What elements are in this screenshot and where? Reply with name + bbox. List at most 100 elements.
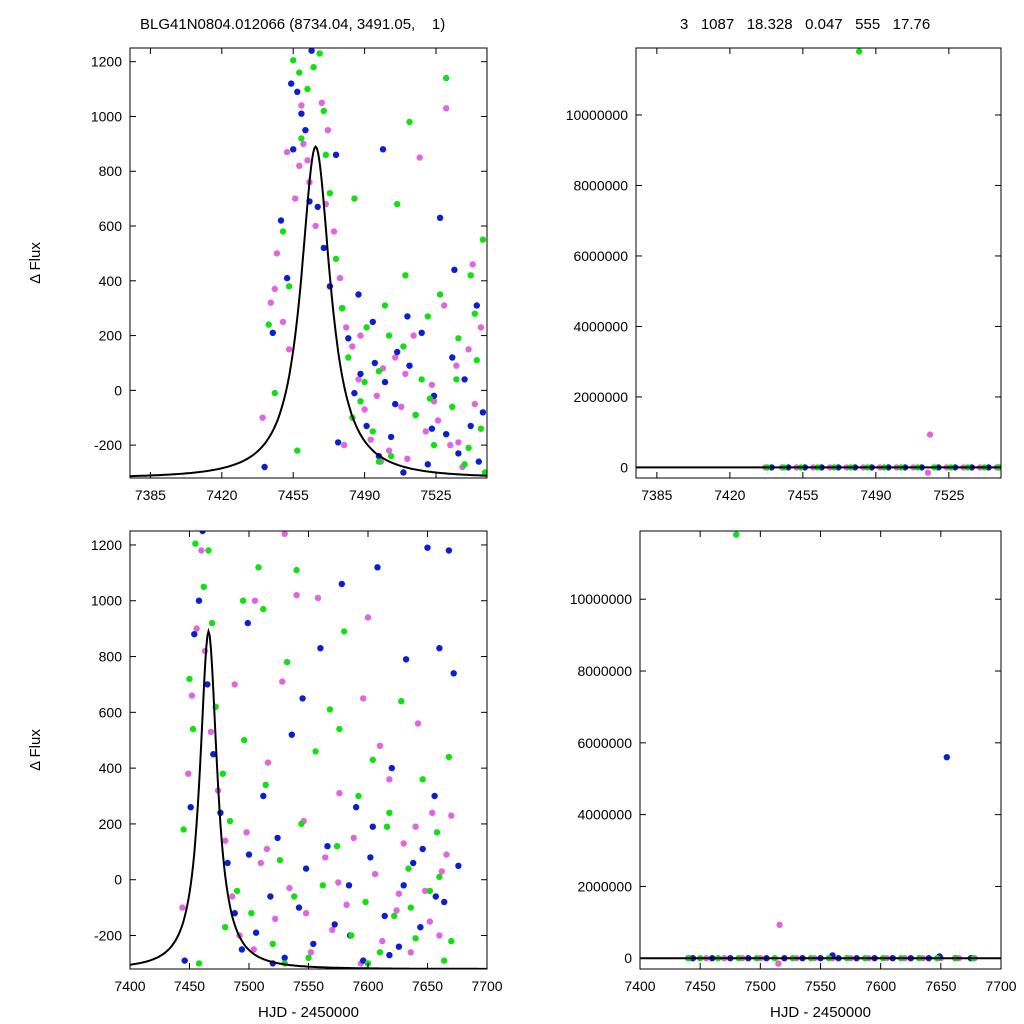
y-tick-label: 1200 — [91, 537, 122, 553]
data-point — [319, 882, 326, 889]
data-point — [322, 151, 329, 158]
y-tick-label: 200 — [99, 816, 123, 832]
y-tick-label: 1000 — [91, 593, 122, 609]
data-point — [379, 146, 387, 153]
data-point — [255, 564, 262, 571]
data-point — [412, 823, 419, 830]
y-tick-label: 4000000 — [573, 318, 628, 334]
data-point — [298, 135, 305, 142]
data-point — [448, 937, 455, 945]
data-point — [312, 748, 319, 755]
data-point — [394, 348, 401, 356]
data-point — [369, 428, 376, 435]
data-point — [208, 619, 216, 627]
data-point — [326, 706, 334, 713]
data-point — [418, 376, 425, 383]
data-point — [269, 329, 276, 336]
data-point — [329, 926, 336, 934]
data-point — [320, 244, 327, 252]
data-point — [314, 203, 321, 211]
data-point — [432, 893, 439, 900]
x-tick-label: 7385 — [135, 487, 166, 503]
y-tick-label: 10000000 — [566, 107, 629, 123]
y-tick-label: 800 — [99, 163, 123, 179]
data-point — [333, 843, 341, 850]
data-point — [330, 228, 338, 235]
data-point — [269, 940, 276, 948]
data-point — [349, 343, 356, 350]
data-point — [296, 69, 303, 76]
x-tick-label: 7385 — [641, 487, 672, 503]
data-point — [379, 937, 386, 945]
data-point — [455, 450, 462, 457]
data-point — [195, 597, 203, 604]
data-point — [204, 681, 211, 688]
data-point — [448, 812, 455, 819]
panel-bottom-right: 7400 7450 7500 7550 7600 7650 7700 0 2000000 4000… — [570, 530, 1017, 1021]
data-point — [410, 332, 417, 339]
data-point — [447, 441, 454, 449]
data-point — [310, 940, 317, 948]
data-point — [298, 102, 305, 109]
data-point — [292, 195, 299, 202]
x-tick-label: 7700 — [985, 978, 1016, 994]
x-tick-label: 7400 — [624, 978, 655, 994]
data-point — [443, 851, 450, 858]
y-tick-label: 0 — [624, 950, 632, 966]
data-point — [298, 820, 305, 828]
data-point — [406, 118, 413, 126]
data-point — [407, 949, 414, 956]
data-point — [239, 597, 247, 604]
data-point — [200, 583, 207, 590]
data-point — [339, 305, 346, 312]
data-point — [434, 417, 442, 424]
data-point — [395, 890, 403, 897]
x-tick-label: 7525 — [420, 487, 451, 503]
data-point — [376, 949, 384, 956]
data-point — [302, 127, 309, 134]
data-point — [335, 879, 342, 886]
data-point — [400, 882, 407, 889]
data-point — [449, 403, 456, 410]
data-point — [274, 834, 281, 842]
data-point — [381, 912, 388, 920]
y-tick-label: 600 — [99, 704, 123, 720]
x-tick-label: 7650 — [412, 978, 443, 994]
data-point — [469, 261, 476, 268]
y-tick-label: 1000 — [91, 108, 122, 124]
x-tick-label: 7500 — [233, 978, 264, 994]
data-point — [305, 954, 312, 961]
data-point — [326, 190, 334, 197]
data-point — [465, 346, 472, 353]
data-point — [304, 85, 311, 93]
panel-bottom-left: 7400 7450 7500 7550 7600 7650 7700 -200 0 200 400 6… — [27, 530, 503, 1021]
x-tick-label: 7400 — [114, 978, 145, 994]
y-tick-label: 0 — [114, 872, 122, 888]
data-point — [296, 162, 303, 169]
data-point — [400, 469, 407, 476]
data-point — [186, 675, 193, 683]
data-point — [455, 439, 462, 446]
data-point — [419, 845, 426, 853]
data-point — [455, 862, 462, 869]
data-point — [252, 929, 260, 936]
data-point — [400, 840, 407, 847]
data-point — [248, 910, 255, 917]
data-point — [260, 605, 267, 613]
data-point — [343, 901, 350, 908]
data-point — [445, 753, 453, 761]
data-point — [473, 302, 480, 309]
y-tick-label: 2000000 — [573, 389, 628, 405]
data-point — [350, 834, 357, 842]
data-point — [369, 823, 376, 830]
data-point — [299, 695, 306, 702]
data-point — [426, 918, 434, 925]
data-point — [185, 770, 192, 777]
x-tick-label: 7650 — [925, 978, 956, 994]
data-point — [331, 921, 338, 928]
data-point — [386, 776, 393, 783]
data-point — [424, 544, 431, 551]
data-point — [290, 57, 297, 64]
data-point — [387, 452, 395, 460]
data-point — [179, 904, 186, 911]
